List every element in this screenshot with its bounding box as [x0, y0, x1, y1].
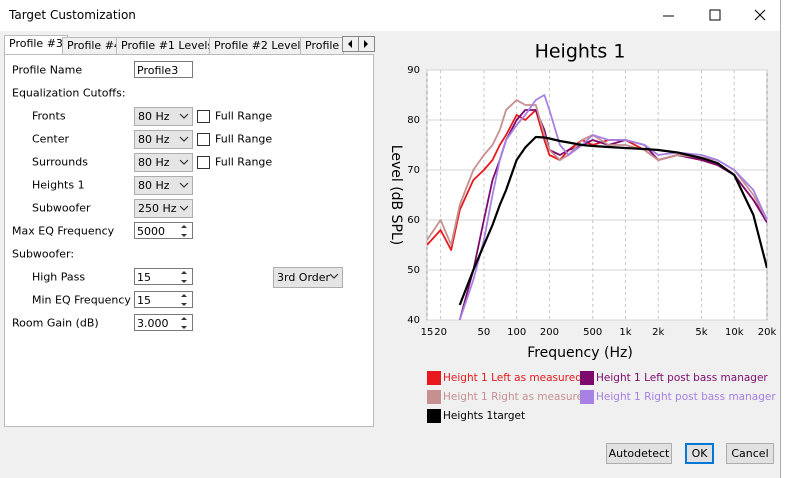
- label: Subwoofer: [32, 201, 91, 215]
- label: Room Gain (dB): [12, 316, 99, 330]
- x-axis-title: Frequency (Hz): [527, 345, 633, 361]
- tab[interactable]: Profile #3: [4, 35, 68, 55]
- label: Heights 1: [32, 178, 85, 192]
- button[interactable]: Cancel: [726, 443, 774, 464]
- label: Subwoofer:: [12, 247, 75, 261]
- label: Min EQ Frequency: [32, 293, 131, 307]
- legend-label: Height 1 Left post bass manager: [596, 372, 768, 384]
- legend-swatch: [580, 390, 594, 404]
- dropdown[interactable]: 80 Hz: [134, 130, 193, 149]
- button[interactable]: OK: [685, 443, 714, 464]
- label: Profile Name: [12, 63, 83, 77]
- checkbox[interactable]: [197, 110, 210, 123]
- y-tick-label: 60: [407, 215, 420, 226]
- label: High Pass: [32, 270, 86, 284]
- x-tick-label: 20: [434, 327, 447, 338]
- spin-input[interactable]: 5000: [134, 222, 193, 239]
- legend-label: Height 1 Left as measured: [443, 372, 582, 384]
- spin-input[interactable]: 3.000: [134, 314, 193, 331]
- legend-label: Height 1 Right post bass manager: [596, 391, 776, 403]
- x-tick-label: 2k: [652, 327, 664, 338]
- legend-label: Heights 1target: [443, 410, 525, 422]
- tab[interactable]: Profile #1 Levels: [116, 37, 219, 54]
- label: Full Range: [215, 132, 273, 146]
- y-tick-label: 40: [407, 315, 420, 326]
- checkbox[interactable]: [197, 156, 210, 169]
- label: Equalization Cutoffs:: [12, 86, 126, 100]
- legend-label: Height 1 Right as measured: [443, 391, 590, 403]
- window-title: Target Customization: [9, 8, 136, 22]
- label: Fronts: [32, 109, 66, 123]
- x-tick-label: 200: [540, 327, 559, 338]
- dropdown[interactable]: 80 Hz: [134, 176, 193, 195]
- checkbox[interactable]: [197, 133, 210, 146]
- legend-swatch: [427, 371, 441, 385]
- dropdown[interactable]: 3rd Order: [273, 267, 343, 288]
- x-tick-label: 5k: [695, 327, 707, 338]
- x-tick-label: 20k: [758, 327, 777, 338]
- x-tick-label: 500: [583, 327, 602, 338]
- chart-title: Heights 1: [535, 41, 626, 63]
- y-tick-label: 70: [407, 165, 420, 176]
- series-line: [458, 94, 767, 320]
- tab-scroll[interactable]: [342, 36, 376, 52]
- y-tick-label: 80: [407, 115, 420, 126]
- label: Full Range: [215, 109, 273, 123]
- legend-swatch: [427, 409, 441, 423]
- tab[interactable]: Profile #2 Levels: [209, 37, 312, 54]
- legend-swatch: [427, 390, 441, 404]
- tab[interactable]: Profile #: [300, 37, 344, 54]
- legend-swatch: [580, 371, 594, 385]
- label: Full Range: [215, 155, 273, 169]
- dropdown[interactable]: 250 Hz: [134, 199, 193, 218]
- dropdown[interactable]: 80 Hz: [134, 107, 193, 126]
- text-input[interactable]: Profile3: [134, 61, 193, 78]
- x-tick-label: 10k: [725, 327, 744, 338]
- button[interactable]: Autodetect: [606, 443, 672, 464]
- control-arrows: [179, 113, 339, 329]
- dropdown[interactable]: 80 Hz: [134, 153, 193, 172]
- label: Surrounds: [32, 155, 88, 169]
- label: Max EQ Frequency: [12, 224, 115, 238]
- plot-area: [426, 69, 768, 321]
- spin-input[interactable]: 15: [134, 268, 193, 285]
- y-tick-label: 50: [407, 265, 420, 276]
- window-controls[interactable]: [655, 6, 780, 26]
- x-tick-label: 100: [507, 327, 526, 338]
- x-tick-label: 15: [421, 327, 434, 338]
- label: Center: [32, 132, 70, 146]
- y-axis-title: Level (dB SPL): [388, 145, 404, 245]
- spin-input[interactable]: 15: [134, 291, 193, 308]
- x-tick-label: 50: [478, 327, 491, 338]
- x-tick-label: 1k: [619, 327, 631, 338]
- tab[interactable]: Profile #4: [62, 37, 126, 54]
- title-bar: Target Customization: [0, 0, 780, 31]
- series-line: [458, 135, 767, 306]
- chart: Heights 1 Frequency (Hz) Level (dB SPL) …: [388, 41, 777, 423]
- y-tick-label: 90: [407, 65, 420, 76]
